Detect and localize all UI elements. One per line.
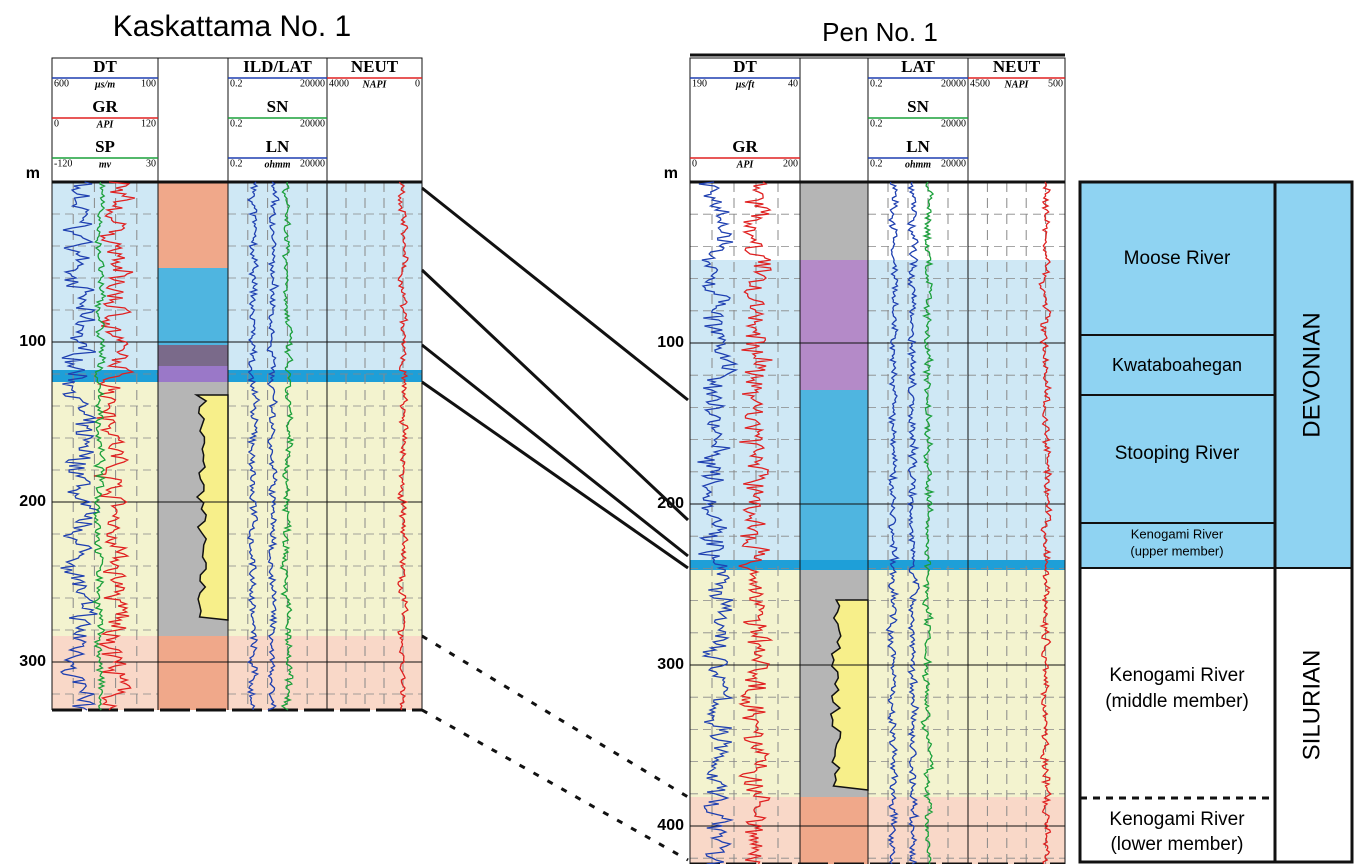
- formation-label: Stooping River: [1115, 443, 1240, 464]
- scale-unit: API: [736, 159, 755, 170]
- formation-label: Kenogami River: [1109, 665, 1245, 686]
- scale-right: 20000: [300, 78, 325, 89]
- scale-unit: NAPI: [1004, 79, 1030, 90]
- depth-label: 100: [19, 333, 46, 350]
- curve-name: SN: [907, 97, 929, 116]
- scale-unit: NAPI: [362, 79, 388, 90]
- correlation-lines: [422, 188, 688, 860]
- depth-label: 400: [657, 817, 684, 834]
- formation-label: (middle member): [1105, 691, 1249, 712]
- lithology: [158, 345, 228, 366]
- lithology: [158, 636, 228, 710]
- scale-right: 20000: [300, 158, 325, 169]
- scale-left: 0.2: [870, 78, 883, 89]
- formation-label: Kwataboahegan: [1112, 355, 1242, 375]
- scale-left: 4000: [329, 78, 349, 89]
- scale-left: -120: [54, 158, 72, 169]
- curve-name: DT: [93, 57, 117, 76]
- scale-right: 0: [415, 78, 420, 89]
- lithology: [800, 182, 868, 260]
- formation-label: Moose River: [1124, 248, 1231, 269]
- correlation-diagram: Kaskattama No. 1m100200300DT600100µs/mGR…: [0, 0, 1354, 864]
- lithology: [158, 182, 228, 268]
- curve-name: NEUT: [351, 57, 399, 76]
- scale-left: 0.2: [230, 158, 243, 169]
- well-title: Pen No. 1: [822, 17, 938, 47]
- scale-right: 20000: [941, 78, 966, 89]
- zone-fill: [52, 370, 422, 382]
- correlation-line: [422, 710, 688, 860]
- scale-right: 30: [146, 158, 156, 169]
- depth-label: 300: [657, 656, 684, 673]
- scale-right: 100: [141, 78, 156, 89]
- well-log: Pen No. 1 m 100 200 300 400 DT 190 40 µs/ft GR 0 200…: [657, 17, 1065, 864]
- scale-right: 120: [141, 118, 156, 129]
- curve-name: GR: [732, 137, 758, 156]
- scale-right: 20000: [941, 158, 966, 169]
- depth-label: 100: [657, 334, 684, 351]
- scale-right: 200: [783, 158, 798, 169]
- lithology: [158, 268, 228, 345]
- depth-label: 300: [19, 653, 46, 670]
- scale-unit: ohmm: [264, 159, 290, 170]
- correlation-line: [422, 636, 688, 797]
- correlation-line: [422, 382, 688, 568]
- depth-unit: m: [664, 165, 678, 182]
- curve-name: SP: [95, 137, 115, 156]
- curve-name: DT: [733, 57, 757, 76]
- scale-right: 40: [788, 78, 798, 89]
- zone-fill: [690, 570, 1065, 797]
- scale-unit: mv: [99, 159, 112, 170]
- strat-column: Moose River Kwataboahegan Stooping River…: [1080, 182, 1352, 862]
- formation-label: (lower member): [1110, 834, 1243, 855]
- zone-fill: [690, 260, 1065, 560]
- scale-left: 4500: [970, 78, 990, 89]
- curve-name: LAT: [901, 57, 935, 76]
- scale-unit: µs/m: [94, 79, 115, 90]
- depth-unit: m: [26, 165, 40, 182]
- system-label: SILURIAN: [1298, 650, 1325, 761]
- scale-unit: API: [96, 119, 115, 130]
- curve-name: LN: [906, 137, 930, 156]
- correlation-line: [422, 345, 688, 556]
- scale-left: 0.2: [230, 118, 243, 129]
- scale-left: 0: [692, 158, 697, 169]
- scale-left: 190: [692, 78, 707, 89]
- lithology: [800, 560, 868, 570]
- correlation-line: [422, 188, 688, 400]
- lithology: [158, 366, 228, 382]
- formation-label: Kenogami River: [1109, 809, 1245, 830]
- scale-right: 500: [1048, 78, 1063, 89]
- scale-left: 0.2: [230, 78, 243, 89]
- devonian-fill: [1080, 182, 1275, 568]
- lithology: [800, 260, 868, 390]
- curve-name: SN: [267, 97, 289, 116]
- curve-name: ILD/LAT: [243, 57, 312, 76]
- zone-fill: [690, 797, 1065, 864]
- well-title: Kaskattama No. 1: [113, 10, 351, 43]
- scale-left: 0: [54, 118, 59, 129]
- curve-name: GR: [92, 97, 118, 116]
- curve-name: LN: [266, 137, 290, 156]
- curve-name: NEUT: [993, 57, 1041, 76]
- scale-left: 0.2: [870, 158, 883, 169]
- scale-left: 0.2: [870, 118, 883, 129]
- formation-label: Kenogami River: [1131, 526, 1224, 541]
- correlation-line: [422, 270, 688, 520]
- system-label: DEVONIAN: [1298, 312, 1325, 437]
- scale-unit: µs/ft: [735, 79, 756, 90]
- depth-label: 200: [19, 493, 46, 510]
- scale-right: 20000: [941, 118, 966, 129]
- lithology: [800, 797, 868, 864]
- scale-left: 600: [54, 78, 69, 89]
- scale-unit: ohmm: [905, 159, 931, 170]
- scale-right: 20000: [300, 118, 325, 129]
- formation-label: (upper member): [1130, 543, 1223, 558]
- lithology: [800, 390, 868, 560]
